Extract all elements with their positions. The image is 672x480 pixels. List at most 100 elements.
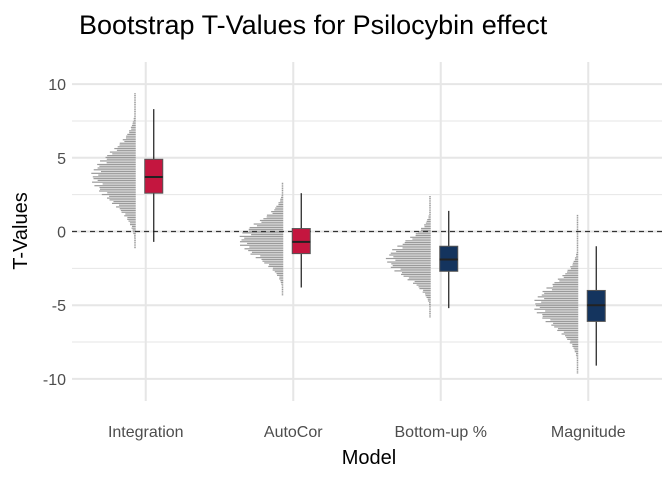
histogram-bin: [120, 209, 136, 212]
histogram-bin: [429, 210, 431, 212]
histogram-bin: [415, 234, 431, 237]
histogram-bin: [542, 315, 579, 317]
histogram-bin: [416, 284, 431, 286]
histogram-bin: [124, 215, 136, 217]
histogram-bin: [127, 133, 136, 136]
histogram-bin: [576, 223, 579, 225]
histogram-bin: [99, 186, 136, 189]
histogram-bin: [421, 227, 431, 230]
histogram-bin: [121, 211, 136, 213]
histogram-bin: [281, 188, 284, 190]
histogram-bin: [554, 282, 579, 284]
histogram-bin: [114, 147, 136, 150]
histogram-bin: [551, 289, 579, 291]
histogram-bin: [576, 229, 579, 231]
histogram-bin: [546, 287, 579, 289]
histogram-bin: [394, 270, 431, 272]
histogram-bin: [410, 236, 431, 238]
histogram-bin: [389, 254, 431, 256]
histogram-bin: [426, 296, 431, 299]
histogram-bin: [125, 213, 136, 215]
histogram-bin: [576, 250, 579, 252]
histogram-bin: [576, 361, 579, 363]
histogram-bin: [429, 203, 431, 205]
histogram-bin: [100, 160, 136, 162]
histogram-bin: [534, 308, 579, 310]
histogram-bin: [250, 253, 284, 255]
histogram-bin: [425, 222, 431, 224]
histogram-bin: [134, 245, 136, 247]
x-tick-label: Bottom-up %: [395, 424, 487, 441]
histogram-bin: [429, 305, 431, 307]
histogram-bin: [272, 212, 284, 215]
histogram-bin: [240, 244, 284, 246]
histogram-bin: [566, 336, 579, 339]
histogram-bin: [269, 264, 284, 266]
histogram-bin: [570, 340, 579, 342]
histogram-bin: [127, 216, 136, 219]
histogram-bin: [427, 298, 431, 300]
histogram-bin: [113, 201, 136, 203]
histogram-bin: [92, 176, 136, 178]
histogram-bin: [134, 109, 136, 111]
histogram-bin: [278, 203, 284, 206]
histogram-bin: [261, 221, 284, 223]
histogram-bin: [576, 359, 579, 362]
histogram-bin: [249, 226, 284, 229]
histogram-bin: [576, 220, 579, 222]
histogram-bin: [576, 372, 579, 374]
histogram-bin: [274, 271, 284, 273]
histogram-bin: [263, 218, 284, 220]
histogram-bin: [134, 98, 136, 100]
histogram-bin: [392, 249, 431, 251]
histogram-bin: [412, 238, 431, 240]
histogram-bin: [280, 198, 284, 200]
histogram-bin: [134, 94, 136, 97]
histogram-bin: [402, 247, 431, 249]
histogram-bin: [429, 312, 431, 314]
bootstrap-distributions: [91, 93, 579, 374]
histogram-bin: [126, 135, 136, 137]
histogram-bin: [429, 211, 431, 214]
histogram-bin: [545, 321, 579, 323]
histogram-bin: [574, 349, 579, 351]
histogram-bin: [559, 280, 579, 282]
histogram-bin: [248, 230, 284, 232]
histogram-bin: [576, 370, 579, 372]
histogram-bin: [567, 269, 579, 271]
histogram-bin: [415, 233, 431, 235]
histogram-bin: [429, 309, 431, 311]
histogram-bin: [134, 241, 136, 243]
histogram-bin: [402, 243, 431, 245]
histogram-bin: [92, 181, 136, 183]
histogram-bin: [266, 214, 284, 216]
histogram-bin: [122, 139, 136, 141]
histogram-bin: [271, 211, 284, 213]
histogram-bin: [129, 222, 136, 224]
histogram-bin: [272, 269, 284, 271]
histogram-bin: [133, 119, 136, 121]
histogram-bin: [133, 117, 136, 120]
histogram-bin: [112, 153, 136, 155]
histogram-bin: [541, 294, 579, 296]
histogram-bin: [576, 237, 579, 240]
histogram-bin: [552, 283, 579, 286]
histogram-bin: [562, 275, 579, 277]
histogram-bin: [576, 366, 579, 369]
histogram-bin: [134, 236, 136, 238]
histogram-bin: [132, 231, 136, 233]
histogram-bin: [420, 229, 431, 231]
histogram-bin: [405, 240, 431, 242]
histogram-bin: [266, 216, 284, 218]
histogram-bin: [98, 174, 136, 176]
histogram-bin: [134, 110, 136, 113]
histogram-bin: [539, 306, 579, 309]
histogram-bin: [134, 243, 136, 245]
histogram-bin: [276, 272, 284, 275]
histogram-bin: [93, 178, 136, 180]
histogram-bin: [576, 232, 579, 234]
histogram-bin: [277, 274, 284, 276]
histogram-bin: [256, 225, 284, 227]
histogram-bin: [280, 200, 284, 202]
histogram-bin: [93, 169, 136, 171]
